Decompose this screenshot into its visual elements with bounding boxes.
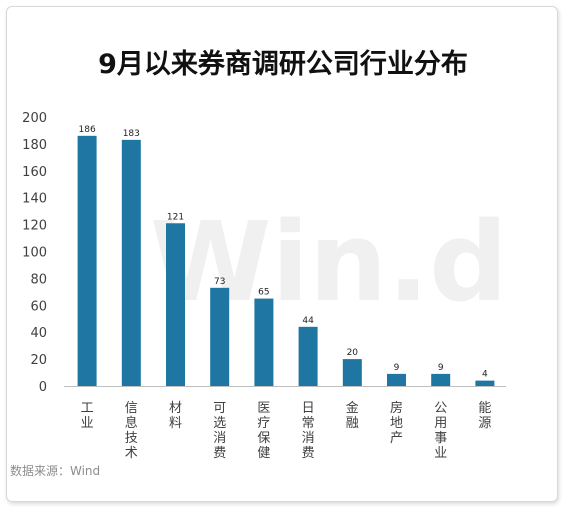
bar [475,380,495,386]
y-tick-label: 140 [22,192,47,207]
x-tick-label: 工业 [81,401,94,431]
x-tick-label: 公用事业 [434,401,447,461]
data-label: 186 [79,125,96,135]
data-label: 44 [302,316,314,326]
bar [121,139,141,386]
bar [298,326,318,386]
bar [342,359,362,386]
data-label: 73 [214,277,225,287]
x-tick-label: 信息技术 [125,401,138,461]
y-tick-label: 40 [30,326,47,341]
y-tick-label: 60 [30,299,47,314]
x-tick-label: 材料 [169,401,182,431]
bar [254,298,274,386]
chart-title: 9月以来券商调研公司行业分布 [98,49,468,80]
y-tick-label: 160 [22,165,47,180]
y-tick-label: 100 [22,246,47,261]
source-note: 数据来源：Wind [10,464,101,478]
data-label: 9 [438,363,444,373]
data-label: 65 [258,288,269,298]
watermark: Win.d [150,198,508,326]
bar [210,287,230,386]
y-tick-label: 180 [22,138,47,153]
x-tick-label: 房地产 [390,400,403,446]
bar [166,223,185,386]
data-label: 4 [482,370,488,380]
x-axis: 工业 信息技术 材料 可选消费 医疗保健 日常消费 金融 房地产 公用事业 能源 [81,400,492,461]
y-axis: 0 20 40 60 80 100 120 140 160 180 200 [22,111,47,395]
y-tick-label: 120 [22,219,47,234]
chart-card [6,6,558,502]
x-tick-label: 医疗保健 [257,401,270,461]
x-tick-label: 日常消费 [302,401,315,461]
data-label: 20 [347,348,359,358]
y-tick-label: 80 [30,272,47,287]
data-label: 9 [394,363,400,373]
y-tick-label: 20 [30,353,47,368]
data-labels: 186 183 121 73 65 44 20 9 9 4 [79,125,489,380]
x-tick-label: 可选消费 [213,401,226,461]
y-tick-label: 200 [22,111,47,126]
x-tick-label: 金融 [346,400,359,431]
bar [77,135,97,386]
bar [431,373,451,386]
x-tick-label: 能源 [478,401,491,431]
y-tick-label: 0 [39,380,47,395]
data-label: 183 [123,129,140,139]
bar [387,373,406,386]
data-label: 121 [167,212,184,222]
bars [77,135,495,386]
